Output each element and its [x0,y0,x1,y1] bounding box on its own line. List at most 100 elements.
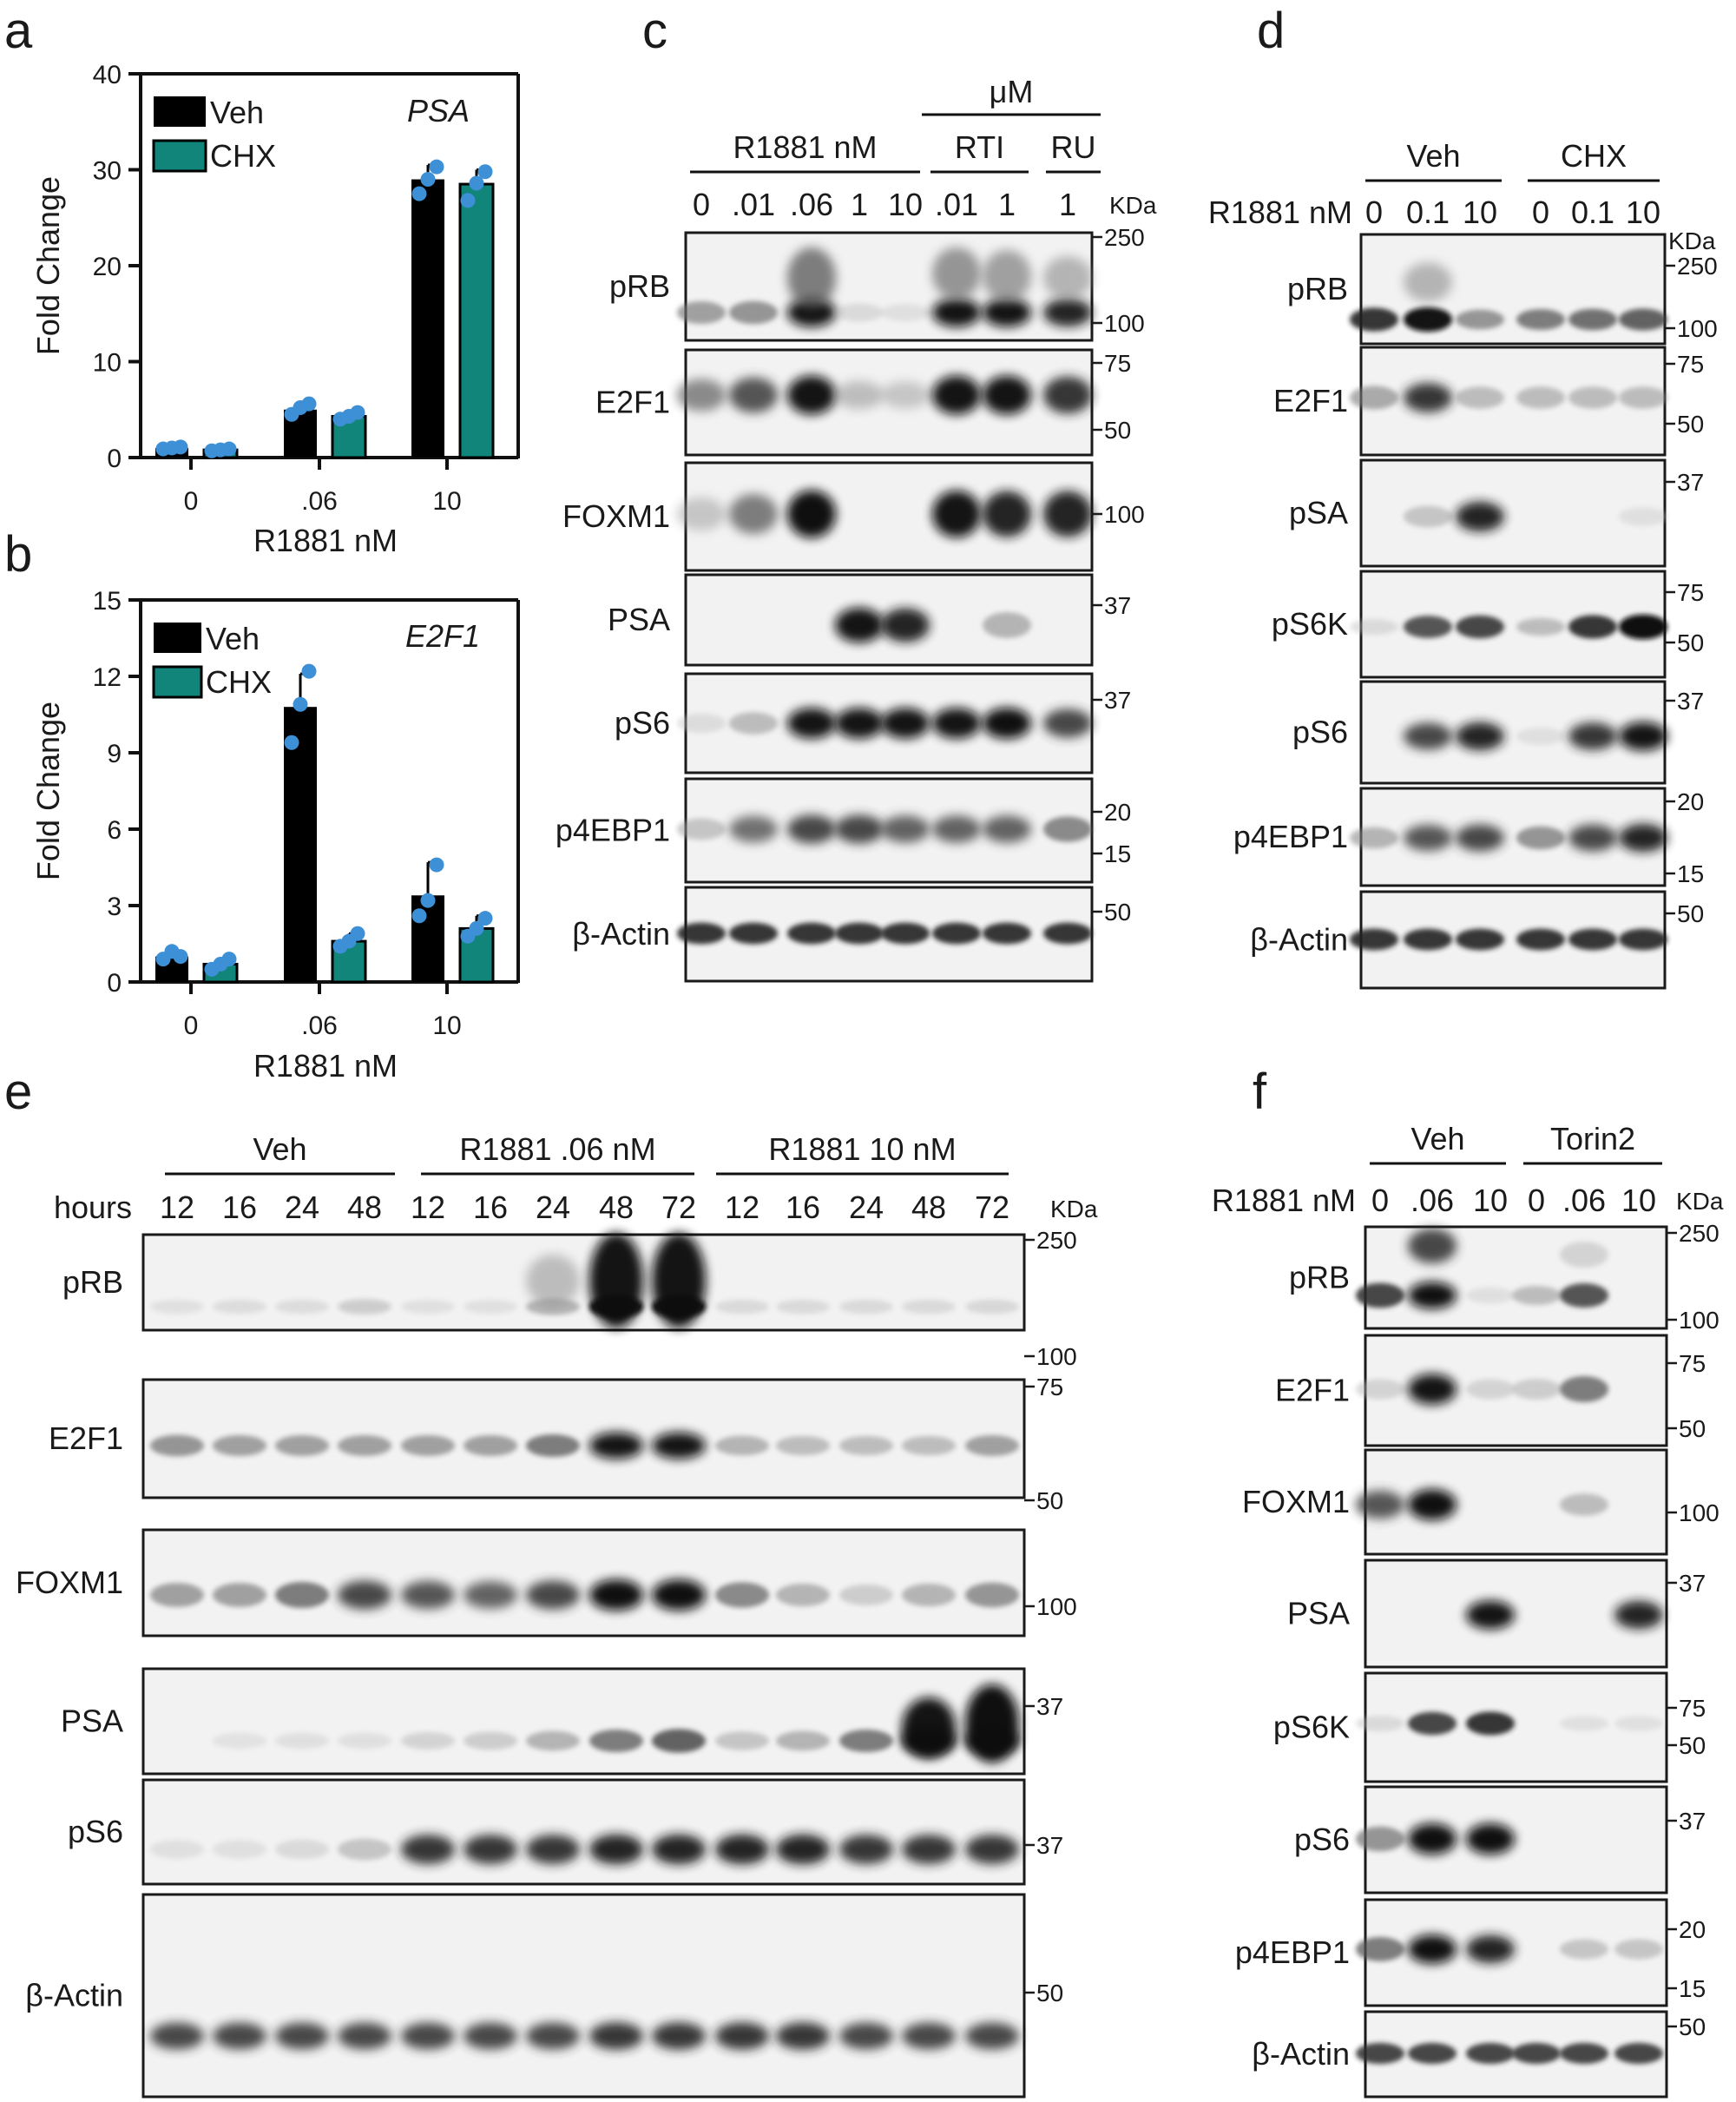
mw-marker: 20 [1679,1916,1706,1943]
lane-label: .01 [732,187,775,222]
mw-marker: 50 [1677,411,1704,438]
band-ps6 [881,708,930,739]
band-ps6 [213,1840,266,1859]
band-ps6 [932,708,981,739]
bar-a-chx-2 [458,182,495,459]
band-ps6 [1456,722,1504,751]
blot-row-label: PSA [1287,1596,1350,1631]
panel-label-d: d [1257,3,1285,59]
blot-row-label: pS6 [1294,1822,1350,1857]
band-ps6k [1614,1716,1663,1731]
mw-marker: 15 [1679,1975,1706,2002]
blot-row-label: PSA [61,1703,123,1739]
band-ps6 [677,713,726,734]
band-e2f1 [1043,376,1092,414]
lane-label: 0 [1371,1183,1389,1218]
band-ps6 [1466,1823,1515,1855]
data-point-a [221,441,237,457]
band-actin [338,2022,391,2050]
band-prb [787,247,836,308]
legend-a-chx-label: CHX [210,138,276,174]
band-foxm1 [965,1582,1019,1608]
band-psa [965,1684,1019,1763]
band-prb [1456,309,1504,330]
band-prb [1560,1242,1608,1268]
band-e2f1 [1408,1374,1457,1405]
mw-marker: 20 [1104,799,1131,826]
band-ps6 [1043,708,1092,738]
bar-b-veh-2 [411,895,444,982]
band-p4ebp1 [932,815,981,843]
band-foxm1 [1356,1490,1404,1519]
band-foxm1 [526,1580,580,1610]
band-prb [932,247,981,300]
chart-b-xtick-label: 10 [432,1011,461,1040]
lane-label: 0.1 [1406,194,1450,230]
band-ps6k [1560,1716,1608,1731]
mw-marker: 37 [1679,1808,1706,1835]
mw-marker: 15 [1104,840,1131,867]
lane-label: 48 [347,1189,382,1225]
band-actin [464,2022,517,2050]
mw-marker: 250 [1679,1220,1720,1247]
band-prb [776,1299,830,1315]
band-ps6k [1516,617,1565,636]
band-p4ebp1 [881,815,930,843]
band-psa [275,1732,329,1749]
chart-b-ytick-label: 12 [93,663,122,692]
lane-label: 0 [1528,1183,1545,1218]
blot-row-label: pS6 [68,1814,123,1849]
band-p4ebp1 [1356,1937,1404,1961]
blot-row-label: pSA [1289,495,1348,530]
data-point-b [301,663,317,679]
band-actin [589,2022,643,2050]
chart-b-ytick-label: 9 [107,740,122,768]
band-ps6k [1466,1711,1515,1736]
band-e2f1 [401,1434,455,1457]
band-prb [881,303,930,322]
band-psa [526,1730,580,1751]
band-p4ebp1 [1456,824,1504,852]
lane-label: 10 [1626,194,1660,230]
lane-label: 1 [1059,187,1076,222]
mw-marker: 100 [1677,315,1718,342]
band-actin [1619,928,1667,951]
mw-marker: 75 [1036,1374,1063,1400]
panel-label-c: c [642,3,667,59]
band-actin [902,2022,956,2050]
lane-label: .06 [790,187,833,222]
band-e2f1 [1456,386,1504,409]
band-psa [652,1729,706,1753]
data-point-a [420,172,436,188]
band-actin [1350,928,1398,951]
mw-marker: 15 [1677,860,1704,887]
band-actin [275,2022,329,2050]
lane-label: 0.1 [1571,194,1614,230]
band-p4ebp1 [1560,1939,1608,1960]
band-psa [902,1697,956,1758]
band-foxm1 [677,497,726,530]
blot-row-label: β-Actin [1252,2036,1350,2072]
lane-label: 48 [911,1189,946,1225]
blot-row-label: E2F1 [595,385,670,420]
band-actin [1456,928,1504,951]
band-e2f1 [932,375,981,415]
band-psa [715,1731,769,1750]
band-actin [932,922,981,945]
band-actin [835,922,884,945]
data-point-a [460,193,476,208]
band-ps6 [1516,727,1565,746]
lane-label: 0 [1532,194,1549,230]
band-e2f1 [1350,385,1398,410]
blot-row-label: β-Actin [25,1978,123,2013]
group-label: Veh [1410,1121,1464,1156]
blot-row-label: pRB [62,1264,123,1300]
lane-axis-label: R1881 nM [1212,1183,1356,1218]
band-foxm1 [589,1579,643,1611]
mw-marker: 37 [1104,687,1131,714]
band-ps6 [589,1834,643,1865]
blot-row-prb [141,1233,1026,1332]
chart-a-ylabel: Fold Change [30,176,66,355]
chart-b-ylabel: Fold Change [30,702,66,880]
